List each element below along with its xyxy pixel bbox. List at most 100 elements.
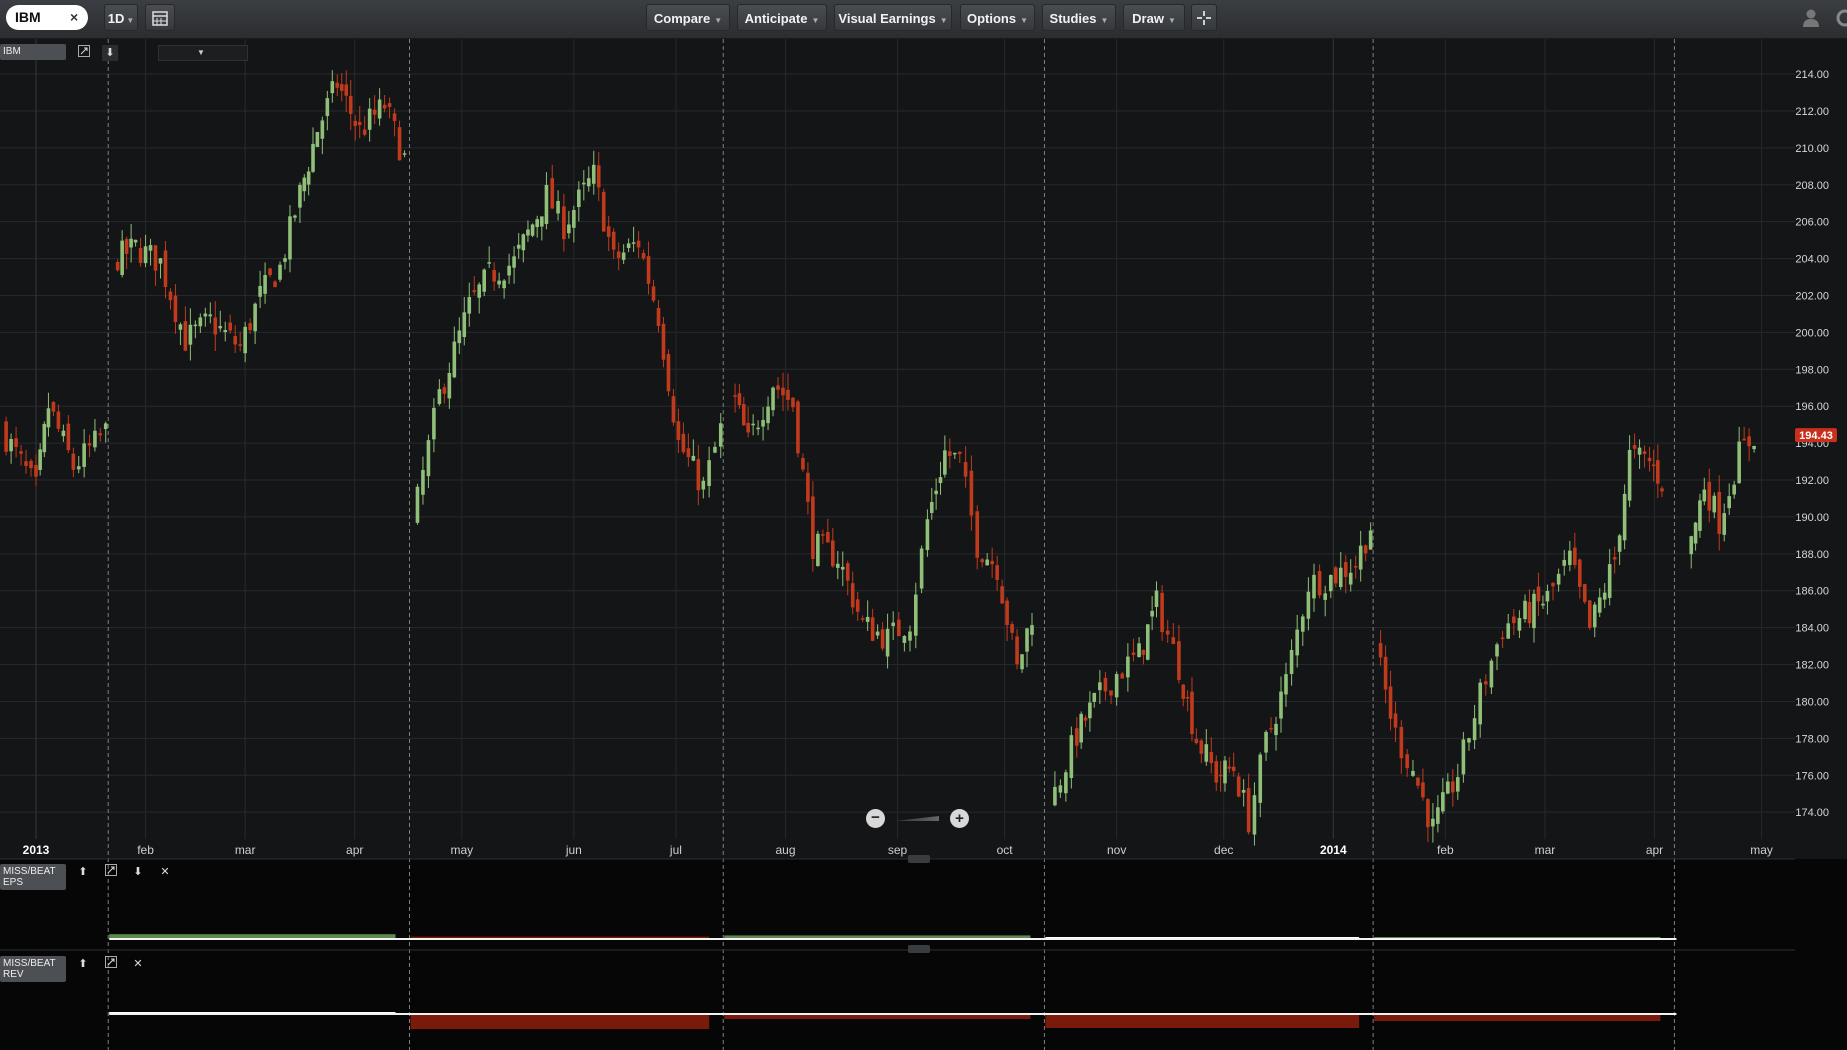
symbol-field[interactable]: IBM × (6, 5, 88, 30)
zoom-out-button[interactable]: − (866, 809, 885, 828)
candle (1627, 435, 1632, 508)
zoom-in-button[interactable]: + (950, 809, 969, 828)
candle-body (1209, 751, 1214, 764)
stock-chart[interactable]: 174.00 176.00 178.00 180.00 182.00 184.00 186.… (0, 39, 1847, 1050)
candle-body (14, 438, 18, 447)
candle (168, 288, 173, 310)
candle (497, 272, 501, 289)
candle (124, 236, 129, 270)
candle-body (1227, 766, 1232, 769)
candle (344, 70, 349, 113)
pane-resize-handle (908, 855, 930, 863)
candle-body (980, 559, 984, 563)
candle-body (1378, 643, 1383, 658)
crosshair-button[interactable] (1191, 4, 1217, 31)
calendar-button[interactable] (145, 4, 175, 31)
visual-earnings-menu[interactable]: Visual Earnings ▼ (834, 4, 952, 31)
candle (1363, 544, 1368, 562)
candle-body (651, 286, 656, 301)
candle (521, 233, 526, 263)
indicator-dropdown[interactable]: ▼ (158, 45, 248, 61)
gear-icon[interactable] (1835, 8, 1847, 28)
candle (1223, 755, 1227, 792)
candle (29, 458, 33, 477)
candle-body (1717, 491, 1722, 534)
clear-symbol-icon[interactable]: × (70, 9, 79, 25)
candle (1405, 749, 1409, 777)
candle (746, 406, 750, 438)
eps-panel-close-button[interactable]: ✕ (157, 864, 173, 880)
candle-body (1573, 547, 1577, 565)
candle (335, 74, 340, 96)
eps-panel-up-button[interactable]: ⬆ (75, 864, 91, 880)
candle-body (1131, 652, 1136, 655)
compare-menu[interactable]: Compare ▼ (646, 4, 730, 31)
candle (562, 193, 566, 252)
candle (315, 131, 320, 148)
candle-body (535, 219, 540, 228)
rev-panel-maximize-button[interactable] (103, 956, 119, 972)
studies-menu[interactable]: Studies ▼ (1042, 4, 1116, 31)
candle-body (1312, 574, 1316, 599)
candle-body (56, 411, 61, 429)
candle-body (606, 226, 611, 237)
candle-body (582, 182, 586, 185)
candle (891, 611, 895, 641)
y-tick-label: 182.00 (1795, 660, 1829, 672)
candle (995, 555, 999, 591)
candle (691, 439, 696, 462)
eps-panel-label[interactable]: MISS/BEAT EPS (0, 864, 66, 890)
candle (1165, 619, 1170, 643)
candle (339, 73, 344, 102)
candle-body (1279, 691, 1283, 719)
candle (1185, 690, 1190, 712)
candle (158, 257, 163, 279)
close-icon: ✕ (160, 866, 170, 878)
zoom-slider[interactable] (895, 816, 939, 821)
candle (1378, 630, 1383, 666)
anticipate-menu[interactable]: Anticipate ▼ (737, 4, 827, 31)
candle (925, 509, 930, 557)
rev-panel-label[interactable]: MISS/BEAT REV (0, 956, 66, 982)
candle (1289, 639, 1294, 686)
candle-body (840, 566, 845, 570)
candle-body (1484, 681, 1488, 685)
candle-body (975, 511, 980, 558)
candle (1632, 433, 1637, 459)
candle-body (596, 165, 601, 188)
candle (143, 234, 148, 268)
candle (1722, 503, 1727, 542)
arrow-up-icon: ⬆ (78, 866, 88, 878)
draw-menu[interactable]: Draw ▼ (1123, 4, 1185, 31)
candle (845, 560, 850, 596)
maximize-panel-button[interactable] (76, 45, 92, 61)
candle (761, 406, 765, 441)
user-icon[interactable] (1802, 8, 1820, 28)
candle-body (914, 594, 918, 636)
main-panel-label[interactable]: IBM (0, 44, 66, 60)
eps-panel-down-button[interactable]: ⬇ (130, 864, 146, 880)
candle (1064, 769, 1068, 802)
candle-body (544, 184, 549, 224)
rev-panel-up-button[interactable]: ⬆ (75, 956, 91, 972)
interval-dropdown[interactable]: 1D ▼ (104, 4, 138, 31)
rev-panel-close-button[interactable]: ✕ (130, 956, 146, 972)
candle (512, 246, 516, 284)
candle-body (426, 440, 431, 477)
candle-body (1383, 656, 1388, 690)
candle-body (472, 290, 477, 293)
candle-body (487, 262, 491, 264)
candle (671, 388, 676, 426)
candle-body (1223, 760, 1227, 784)
candle-body (1562, 559, 1567, 566)
options-menu[interactable]: Options ▼ (960, 4, 1035, 31)
eps-panel-maximize-button[interactable] (103, 864, 119, 880)
candle (24, 449, 28, 474)
candle (477, 282, 482, 314)
candle (713, 441, 717, 454)
candle (442, 383, 447, 404)
panel-down-button[interactable]: ⬇ (102, 45, 118, 61)
candle-body (746, 422, 750, 433)
candle-body (1698, 500, 1702, 531)
candle (1274, 716, 1278, 751)
